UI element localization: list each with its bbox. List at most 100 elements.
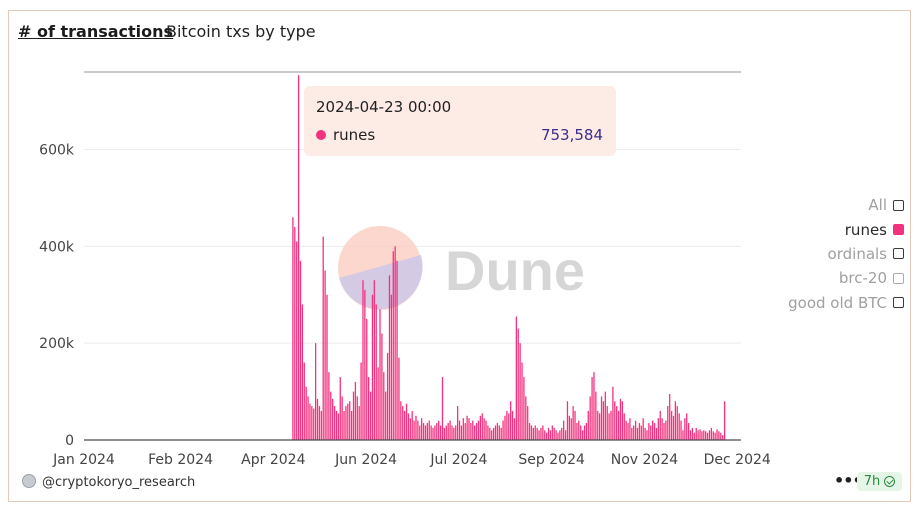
- bar: [693, 432, 695, 440]
- bar: [371, 294, 374, 440]
- page-title[interactable]: # of transactions: [18, 22, 174, 41]
- bar: [439, 425, 442, 440]
- bar: [644, 427, 646, 440]
- bar: [449, 420, 451, 440]
- bar-series-runes: [292, 75, 726, 441]
- x-tick-label: Dec 2024: [704, 452, 771, 468]
- bar: [551, 425, 553, 440]
- bar: [544, 430, 546, 440]
- checkbox-icon[interactable]: [893, 272, 904, 284]
- bar: [676, 406, 678, 440]
- watermark-text: Dune: [445, 239, 585, 302]
- bar: [625, 420, 627, 440]
- bar: [394, 246, 396, 440]
- bar: [581, 430, 584, 440]
- legend-item-ordinals[interactable]: ordinals: [788, 242, 904, 266]
- bar: [659, 410, 661, 440]
- checkbox-icon[interactable]: [893, 199, 904, 211]
- bar: [462, 418, 464, 440]
- bar: [616, 406, 618, 440]
- bar: [335, 410, 338, 440]
- bar: [525, 396, 527, 440]
- bar: [705, 431, 707, 440]
- bar: [451, 425, 453, 440]
- bar: [532, 427, 535, 440]
- bar: [599, 413, 601, 440]
- bar: [470, 423, 472, 440]
- bar: [428, 420, 430, 440]
- bar: [381, 333, 383, 440]
- bar: [623, 413, 625, 440]
- bar: [375, 304, 377, 440]
- bar: [485, 420, 487, 440]
- bar: [455, 425, 457, 440]
- bar: [360, 362, 362, 440]
- bar: [655, 427, 658, 440]
- bar: [712, 431, 714, 440]
- bar: [475, 423, 478, 440]
- bar: [307, 396, 309, 440]
- bar: [313, 408, 315, 440]
- bar: [621, 401, 624, 440]
- bar: [400, 401, 402, 440]
- bar: [441, 377, 444, 440]
- x-tick-label: Feb 2024: [148, 452, 213, 468]
- bar: [508, 413, 510, 440]
- bar: [294, 226, 296, 440]
- bar: [687, 423, 690, 440]
- bar: [593, 372, 595, 440]
- bar: [496, 423, 499, 440]
- bar: [720, 432, 722, 440]
- bar: [403, 410, 406, 440]
- legend-item-brc-20[interactable]: brc-20: [788, 266, 904, 290]
- bar: [633, 425, 635, 440]
- avatar[interactable]: [22, 474, 36, 488]
- bar: [477, 420, 480, 440]
- legend-item-all[interactable]: All: [788, 193, 904, 217]
- bar: [723, 401, 726, 440]
- bar: [419, 425, 421, 440]
- bar: [489, 427, 491, 440]
- checkbox-icon[interactable]: [893, 297, 904, 309]
- bar: [458, 420, 461, 440]
- bar: [614, 401, 616, 440]
- checkbox-icon[interactable]: [893, 248, 904, 260]
- bar: [610, 410, 612, 440]
- more-options-button[interactable]: •••: [834, 471, 863, 490]
- checkbox-checked-icon[interactable]: [893, 224, 904, 236]
- bar: [636, 427, 639, 440]
- bar: [634, 420, 637, 440]
- bar: [682, 430, 684, 440]
- bar: [559, 430, 561, 440]
- bar: [303, 362, 305, 440]
- bar: [330, 391, 332, 440]
- bar: [318, 406, 321, 440]
- bar: [650, 425, 652, 440]
- bar: [589, 396, 591, 440]
- legend-item-good-old-btc[interactable]: good old BTC: [788, 291, 904, 315]
- bar: [311, 406, 313, 440]
- bar: [415, 415, 417, 440]
- bar: [612, 386, 614, 440]
- bar: [345, 406, 347, 440]
- bar: [299, 260, 302, 440]
- bar: [595, 391, 597, 440]
- bar: [640, 425, 642, 440]
- author-link[interactable]: @cryptokoryo_research: [42, 475, 196, 490]
- bar: [513, 418, 516, 440]
- bar: [570, 418, 572, 440]
- legend-item-runes[interactable]: runes: [788, 217, 904, 241]
- bar: [343, 410, 345, 440]
- x-tick-label: Sep 2024: [518, 452, 585, 468]
- check-circle-icon: [884, 476, 896, 487]
- bar: [619, 398, 622, 440]
- freshness-badge[interactable]: 7h: [857, 472, 902, 491]
- bar: [409, 418, 411, 440]
- bar: [460, 425, 463, 440]
- bar: [368, 377, 370, 440]
- bar: [515, 316, 517, 440]
- bar: [653, 423, 656, 440]
- bar: [398, 357, 400, 440]
- bar: [672, 415, 675, 440]
